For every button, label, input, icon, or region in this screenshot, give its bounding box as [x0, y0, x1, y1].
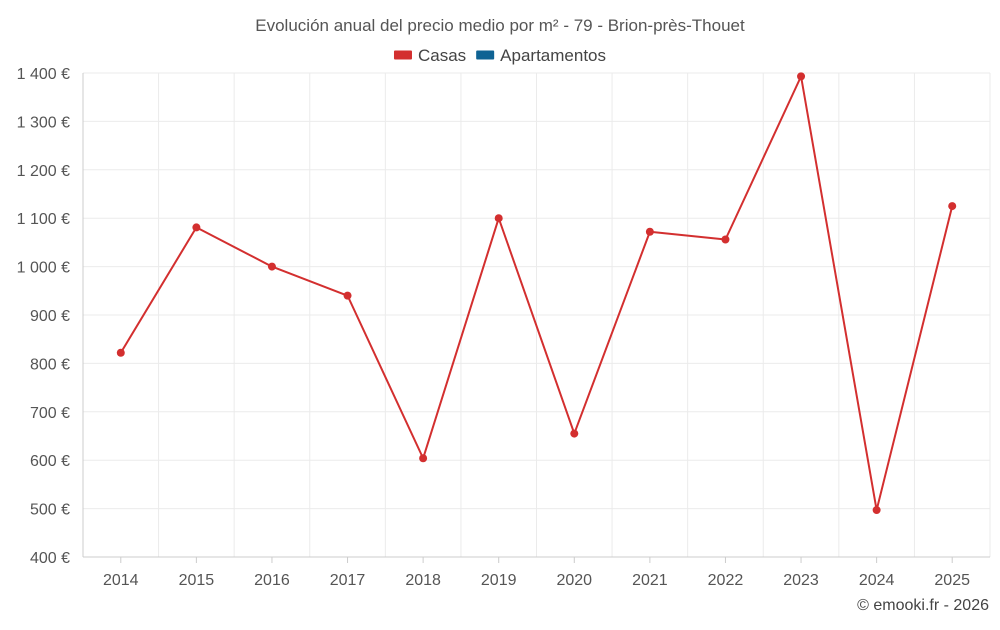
x-tick-label: 2025 — [934, 572, 970, 589]
legend-item-casas[interactable]: Casas — [393, 46, 466, 65]
data-point[interactable] — [721, 235, 730, 244]
y-tick-label: 600 € — [30, 453, 70, 470]
legend-label: Casas — [418, 46, 466, 65]
y-tick-label: 1 400 € — [17, 66, 70, 83]
y-tick-label: 1 200 € — [17, 163, 70, 180]
data-point[interactable] — [872, 506, 881, 515]
x-tick-label: 2019 — [481, 572, 517, 589]
series-line-casas — [119, 75, 954, 512]
y-tick-label: 700 € — [30, 405, 70, 422]
legend: Casas Apartamentos — [393, 46, 606, 65]
x-tick-label: 2022 — [708, 572, 744, 589]
y-tick-label: 1 300 € — [17, 114, 70, 131]
x-tick-label: 2023 — [783, 572, 819, 589]
y-tick-label: 500 € — [30, 502, 70, 519]
x-tick-label: 2020 — [556, 572, 592, 589]
x-tick-label: 2014 — [103, 572, 139, 589]
y-tick-label: 800 € — [30, 356, 70, 373]
y-tick-label: 900 € — [30, 308, 70, 325]
data-point[interactable] — [570, 429, 579, 438]
chart-title: Evolución anual del precio medio por m² … — [255, 16, 745, 35]
data-point[interactable] — [797, 72, 806, 81]
x-tick-label: 2024 — [859, 572, 895, 589]
y-tick-label: 400 € — [30, 550, 70, 567]
legend-swatch — [476, 50, 495, 60]
data-point[interactable] — [419, 454, 428, 463]
data-point[interactable] — [192, 223, 201, 232]
y-axis: 400 € 500 € 600 € 700 € 800 € 900 € 1 000 € 1 1… — [17, 66, 84, 567]
y-tick-label: 1 000 € — [17, 260, 70, 277]
legend-label: Apartamentos — [500, 46, 606, 65]
data-point[interactable] — [494, 214, 503, 223]
x-tick-label: 2021 — [632, 572, 668, 589]
data-point[interactable] — [343, 291, 352, 300]
data-point[interactable] — [645, 227, 654, 236]
grid — [83, 72, 991, 557]
data-point[interactable] — [116, 348, 125, 357]
series-layer — [116, 72, 957, 515]
legend-item-apartamentos[interactable]: Apartamentos — [476, 46, 606, 65]
x-axis: 2014 2015 2016 2017 2018 2019 2020 2021 2022 2023… — [83, 556, 990, 589]
x-tick-label: 2018 — [405, 572, 441, 589]
data-point[interactable] — [267, 262, 276, 271]
legend-swatch — [393, 50, 412, 60]
x-tick-label: 2017 — [330, 572, 366, 589]
y-tick-label: 1 100 € — [17, 211, 70, 228]
credit-text: © emooki.fr - 2026 — [857, 597, 989, 614]
data-point[interactable] — [948, 202, 957, 211]
x-tick-label: 2015 — [179, 572, 215, 589]
x-tick-label: 2016 — [254, 572, 290, 589]
